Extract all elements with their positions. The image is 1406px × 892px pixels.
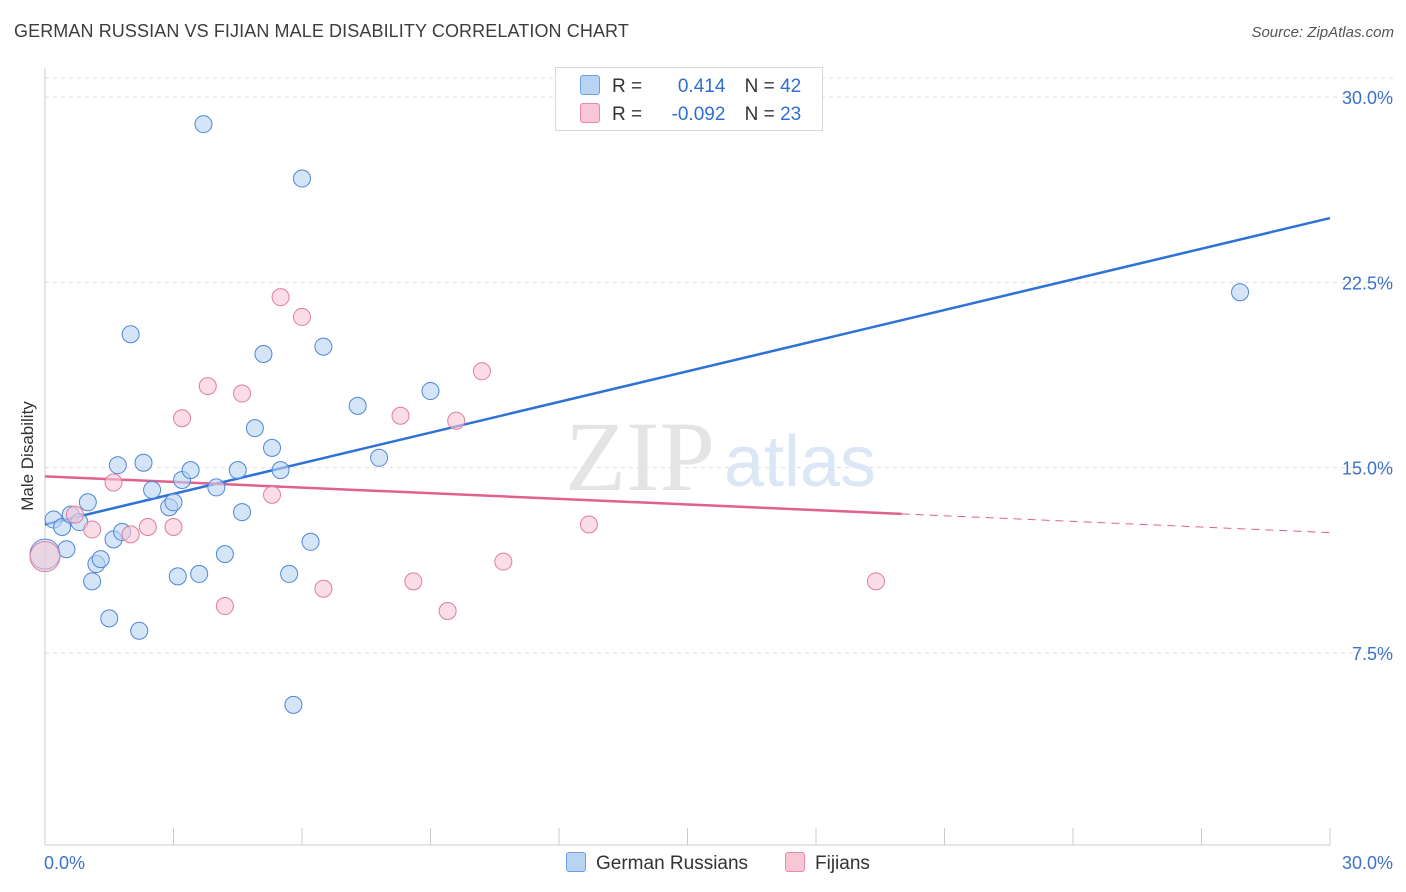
y-tick-label: 22.5%	[1342, 273, 1393, 293]
point-german-russians	[263, 438, 282, 457]
axes	[44, 68, 1331, 846]
point-german-russians	[134, 453, 153, 472]
point-fijians	[198, 377, 217, 396]
point-german-russians	[348, 396, 367, 415]
point-fijians	[391, 406, 410, 425]
point-german-russians	[271, 461, 290, 480]
bottom-legend-swatch	[566, 852, 586, 872]
point-fijians	[104, 473, 123, 492]
point-fijians	[866, 572, 885, 591]
point-german-russians	[168, 567, 187, 586]
point-german-russians	[108, 456, 127, 475]
point-german-russians	[207, 478, 226, 497]
point-fijians	[271, 288, 290, 307]
point-german-russians	[1231, 283, 1250, 302]
bottom-legend-swatch	[785, 852, 805, 872]
stats-legend: R = 0.414 N = 42 R = -0.092 N = 23	[555, 67, 823, 131]
point-fijians	[404, 572, 423, 591]
point-fijians	[215, 597, 234, 616]
x-tick-label: 0.0%	[44, 853, 85, 873]
point-fijians	[138, 517, 157, 536]
legend-n-value: 42	[780, 76, 802, 97]
data-points	[29, 115, 1250, 714]
point-german-russians	[233, 503, 252, 522]
bottom-legend-fijians: Fijians	[785, 852, 870, 875]
watermark-zip: ZIP	[565, 401, 715, 512]
source-label: Source: ZipAtlas.com	[1251, 24, 1394, 41]
chart-title: GERMAN RUSSIAN VS FIJIAN MALE DISABILITY…	[14, 21, 629, 41]
y-tick-label: 7.5%	[1352, 644, 1393, 664]
x-tick-label: 30.0%	[1342, 853, 1393, 873]
bottom-legend-label: Fijians	[815, 853, 870, 874]
point-german-russians	[284, 695, 303, 714]
point-fijians	[472, 362, 491, 381]
legend-n-label: N =	[744, 104, 775, 125]
point-german-russians	[293, 169, 311, 188]
trend-line-fijians	[901, 513, 1331, 534]
point-german-russians	[301, 532, 320, 551]
legend-n-label: N =	[744, 76, 775, 97]
legend-swatch-fijians	[580, 103, 600, 123]
watermark-atlas: atlas	[724, 422, 876, 502]
legend-r-value: -0.092	[671, 104, 726, 125]
point-german-russians	[121, 325, 140, 344]
point-fijians	[438, 601, 457, 620]
point-german-russians	[181, 461, 200, 480]
legend-swatch-german-russians	[580, 75, 600, 95]
y-tick-label: 15.0%	[1342, 459, 1393, 479]
legend-n-value: 23	[780, 104, 802, 125]
point-german-russians	[215, 545, 234, 564]
point-german-russians	[314, 337, 333, 356]
legend-row-german-russians: R = 0.414 N = 42	[580, 75, 801, 98]
point-german-russians	[57, 540, 76, 559]
point-fijians	[121, 525, 140, 544]
trend-line-german-russians	[44, 216, 1331, 526]
point-german-russians	[194, 115, 213, 134]
point-fijians	[579, 515, 598, 534]
point-fijians	[494, 552, 513, 571]
grid-lines	[45, 77, 1395, 654]
point-german-russians	[421, 382, 440, 401]
point-german-russians	[370, 448, 389, 467]
point-fijians	[314, 579, 333, 598]
point-fijians	[65, 505, 84, 524]
point-german-russians	[280, 564, 299, 583]
point-german-russians	[100, 609, 119, 628]
point-fijians	[293, 307, 311, 326]
tick-labels: 7.5% 15.0% 22.5% 30.0% 0.0% 30.0%	[44, 88, 1393, 873]
point-fijians	[263, 485, 282, 504]
legend-r-label: R =	[612, 104, 643, 125]
point-fijians	[233, 384, 252, 403]
point-fijians	[173, 409, 192, 428]
point-german-russians	[130, 621, 149, 640]
y-tick-label: 30.0%	[1342, 88, 1393, 108]
point-fijians	[164, 517, 183, 536]
point-fijians	[447, 411, 466, 430]
point-german-russians	[254, 344, 273, 363]
point-german-russians	[164, 493, 183, 512]
point-german-russians	[228, 461, 247, 480]
point-german-russians	[83, 572, 102, 591]
point-fijians	[29, 541, 61, 573]
legend-row-fijians: R = -0.092 N = 23	[580, 103, 801, 126]
point-german-russians	[143, 480, 162, 499]
point-german-russians	[53, 517, 72, 536]
bottom-legend-german-russians: German Russians	[566, 852, 748, 875]
point-german-russians	[78, 493, 97, 512]
bottom-legend-label: German Russians	[596, 853, 749, 874]
point-german-russians	[190, 564, 209, 583]
legend-r-label: R =	[612, 76, 643, 97]
point-german-russians	[91, 550, 110, 569]
point-fijians	[83, 520, 102, 539]
legend-r-value: 0.414	[677, 76, 726, 97]
point-german-russians	[245, 419, 264, 438]
